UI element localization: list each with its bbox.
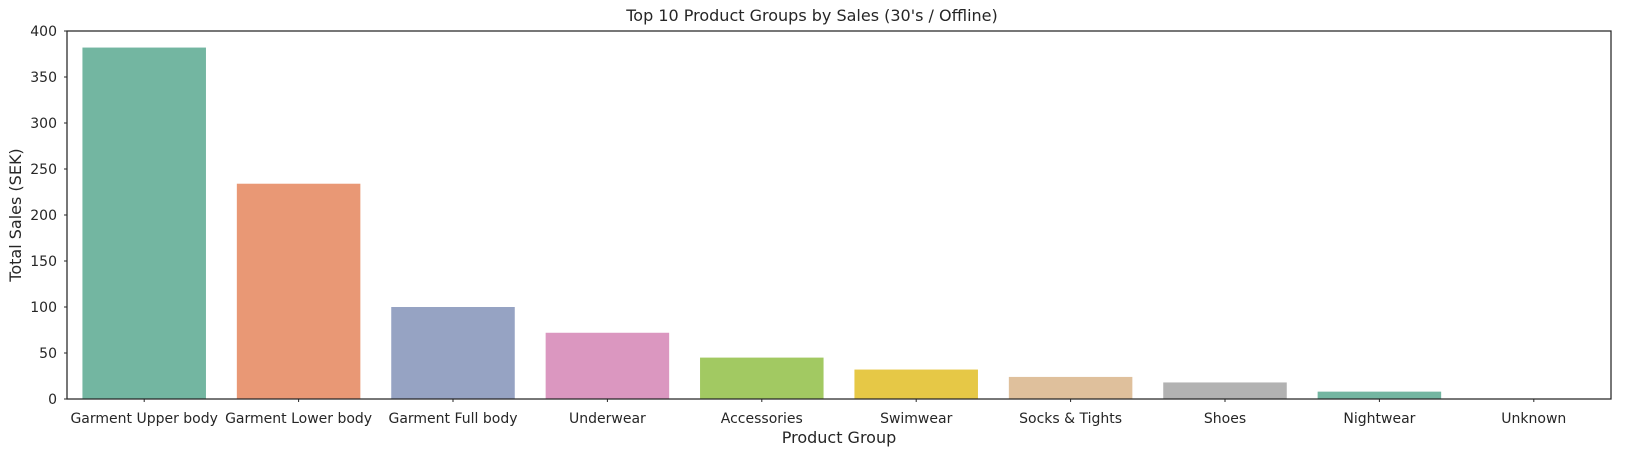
y-tick-label: 250 xyxy=(30,162,57,178)
bar-socks-tights xyxy=(1008,376,1133,399)
y-axis-ticks: 0 50 100 150 200 250 300 350 400 xyxy=(30,24,67,408)
bar-underwear xyxy=(545,332,670,399)
x-tick-label: Nightwear xyxy=(1343,411,1415,427)
bar-swimwear xyxy=(854,369,978,399)
bar-accessories xyxy=(700,357,824,399)
plot-frame xyxy=(66,30,1612,400)
y-tick-label: 100 xyxy=(30,300,57,316)
x-axis-ticks: Garment Upper body Garment Lower body Garm… xyxy=(70,399,1566,427)
bar-nightwear xyxy=(1317,391,1442,399)
bar-garment-upper-body xyxy=(82,47,206,400)
x-tick-label: Garment Upper body xyxy=(70,411,217,427)
y-tick-label: 150 xyxy=(30,254,57,270)
y-tick-label: 400 xyxy=(30,24,57,40)
x-tick-label: Swimwear xyxy=(880,411,953,427)
bars-layer xyxy=(82,47,1596,400)
x-tick-label: Unknown xyxy=(1501,411,1566,427)
x-tick-label: Garment Lower body xyxy=(225,411,372,427)
y-tick-label: 50 xyxy=(39,346,57,362)
y-tick-label: 300 xyxy=(30,116,57,132)
x-tick-label: Garment Full body xyxy=(388,411,517,427)
bar-garment-full-body xyxy=(391,307,515,399)
bar-shoes xyxy=(1163,382,1287,399)
x-axis-label: Product Group xyxy=(782,428,897,447)
y-tick-label: 200 xyxy=(30,208,57,224)
y-tick-label: 0 xyxy=(48,392,57,408)
y-axis-label: Total Sales (SEK) xyxy=(6,148,25,282)
chart-title: Top 10 Product Groups by Sales (30's / O… xyxy=(625,6,998,25)
y-tick-label: 350 xyxy=(30,70,57,86)
bar-garment-lower-body xyxy=(236,183,361,399)
x-tick-label: Shoes xyxy=(1204,411,1246,427)
x-tick-label: Underwear xyxy=(569,411,646,427)
x-tick-label: Accessories xyxy=(721,411,803,427)
x-tick-label: Socks & Tights xyxy=(1019,411,1122,427)
